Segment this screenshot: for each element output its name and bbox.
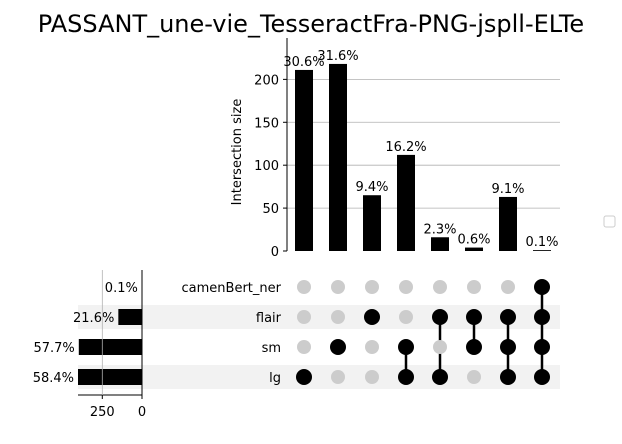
bar-value-label: 16.2% — [385, 140, 426, 155]
intersection-bar — [431, 237, 449, 251]
matrix-row-shading — [78, 305, 560, 389]
bar-value-label: 30.6% — [283, 55, 324, 70]
y-axis-ticks: 0 50 100 150 200 — [254, 73, 287, 260]
membership-dot-filled — [432, 309, 448, 325]
membership-dot-filled — [364, 309, 380, 325]
membership-dot-filled — [534, 279, 550, 295]
bar-value-label: 2.3% — [423, 222, 456, 237]
membership-dot-filled — [296, 369, 312, 385]
membership-matrix — [296, 279, 550, 385]
membership-dot-filled — [534, 309, 550, 325]
set-name-label: camenBert_ner — [182, 281, 282, 296]
set-name-label: flair — [256, 311, 282, 326]
intersection-bar — [295, 69, 313, 251]
set-size-label: 57.7% — [33, 341, 74, 356]
set-size-label: 21.6% — [73, 311, 114, 326]
membership-dot-filled — [534, 369, 550, 385]
membership-dot-empty — [399, 280, 413, 294]
set-size-axis: 250 0 — [78, 270, 146, 420]
y-tick-label: 50 — [262, 202, 279, 217]
membership-dot-filled — [466, 339, 482, 355]
membership-dot-empty — [297, 340, 311, 354]
set-size-bars: 0.1% 21.6% 57.7% 58.4% — [33, 279, 142, 386]
membership-dot-empty — [365, 340, 379, 354]
y-tick-label: 200 — [254, 73, 279, 88]
bar-value-label: 0.6% — [457, 233, 490, 248]
intersection-bar — [499, 196, 517, 251]
membership-dot-empty — [467, 370, 481, 384]
set-axis-tick-label: 0 — [138, 405, 146, 420]
membership-dot-empty — [365, 370, 379, 384]
y-axis-label: Intersection size — [230, 99, 245, 206]
membership-dot-empty — [399, 310, 413, 324]
membership-dot-empty — [331, 310, 345, 324]
set-axis-tick-label: 250 — [90, 405, 115, 420]
membership-dot-empty — [331, 370, 345, 384]
bar-value-label: 9.4% — [355, 180, 388, 195]
y-tick-label: 100 — [254, 159, 279, 174]
membership-dot-filled — [500, 369, 516, 385]
bar-value-label: 0.1% — [525, 235, 558, 250]
intersection-bar — [533, 250, 551, 251]
matrix-row-band — [78, 365, 560, 389]
membership-dot-empty — [297, 280, 311, 294]
bar-value-label: 31.6% — [317, 49, 358, 64]
membership-dot-empty — [297, 310, 311, 324]
membership-dot-filled — [398, 369, 414, 385]
membership-dot-filled — [534, 339, 550, 355]
y-tick-label: 0 — [271, 245, 279, 260]
matrix-row-band — [78, 305, 560, 329]
membership-dot-filled — [500, 309, 516, 325]
membership-dot-empty — [365, 280, 379, 294]
membership-dot-empty — [467, 280, 481, 294]
intersection-bars: 30.6%31.6% 9.4% 16.2% 2.3%0.6% 9.1% 0.1% — [283, 49, 559, 251]
set-size-label: 58.4% — [33, 371, 74, 386]
legend-marker — [603, 215, 616, 228]
bar-value-label: 9.1% — [491, 182, 524, 197]
y-tick-label: 150 — [254, 116, 279, 131]
intersection-bar — [397, 154, 415, 251]
intersection-bar — [329, 63, 347, 251]
set-size-label: 0.1% — [105, 281, 138, 296]
set-size-bar — [78, 339, 142, 355]
membership-dot-empty — [331, 280, 345, 294]
intersection-bar — [465, 247, 483, 251]
membership-dot-filled — [398, 339, 414, 355]
set-size-bar — [78, 369, 142, 385]
set-name-label: sm — [262, 341, 281, 356]
set-name-label: lg — [269, 371, 281, 386]
membership-dot-empty — [501, 280, 515, 294]
chart-title: PASSANT_une-vie_TesseractFra-PNG-jspll-E… — [38, 10, 584, 38]
membership-dot-empty — [433, 280, 447, 294]
intersection-bar — [363, 195, 381, 251]
membership-dot-empty — [433, 340, 447, 354]
membership-dot-filled — [432, 369, 448, 385]
membership-dot-filled — [500, 339, 516, 355]
membership-dot-filled — [466, 309, 482, 325]
membership-dot-filled — [330, 339, 346, 355]
set-size-bar — [118, 309, 142, 325]
